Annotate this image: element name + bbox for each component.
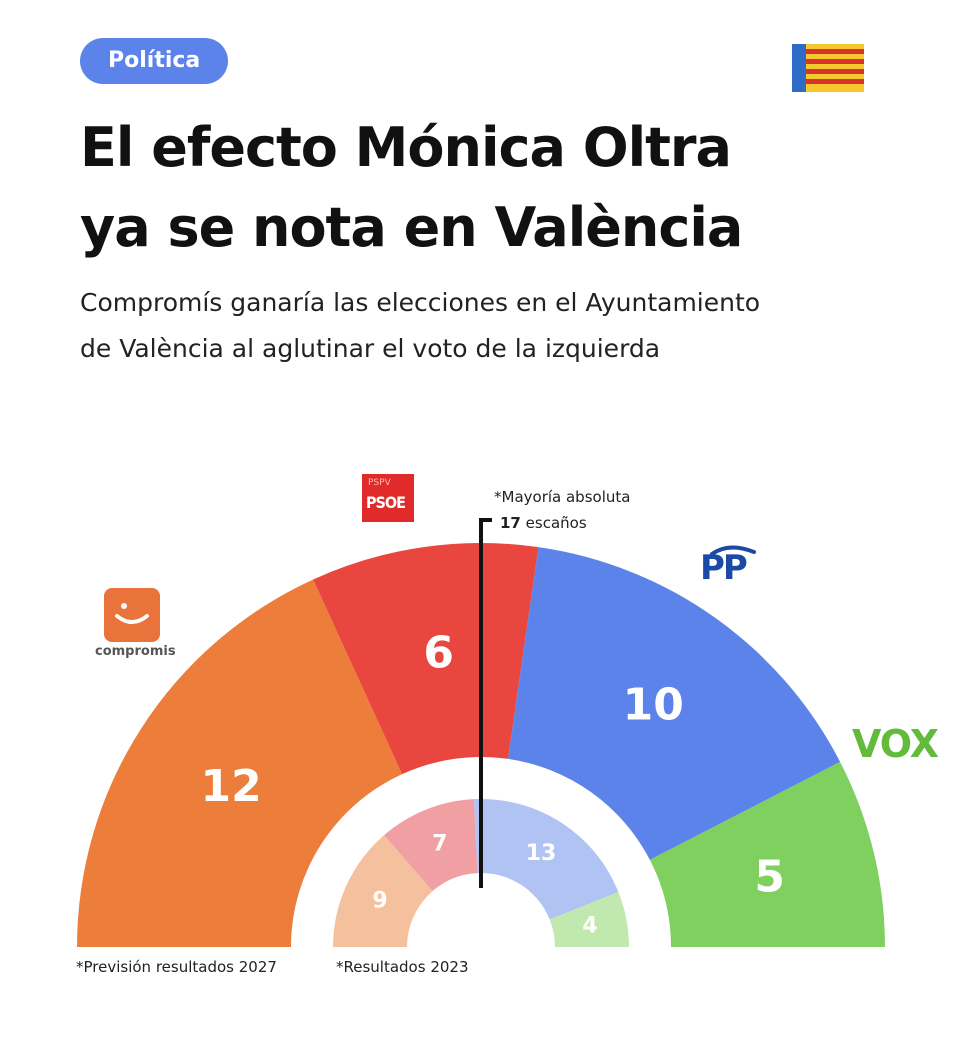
majority-seats: 17 escaños — [500, 514, 587, 532]
outer-value-psoe: 6 — [423, 628, 454, 679]
category-tag[interactable]: Política — [80, 38, 229, 84]
inner-ring-2023 — [333, 799, 629, 947]
majority-label: *Mayoría absoluta — [494, 488, 631, 506]
compromis-logo-text: compromis — [95, 644, 176, 659]
majority-seats-text: escaños — [525, 514, 587, 532]
vox-logo: VOX — [852, 722, 939, 766]
subtitle-line-2: de València al aglutinar el voto de la i… — [80, 334, 661, 363]
inner-slice-vox — [549, 891, 629, 947]
outer-slice-pp — [508, 547, 841, 860]
outer-value-comproms: 12 — [201, 761, 262, 812]
inner-value-vox: 4 — [582, 913, 597, 938]
inner-slice-pp — [473, 799, 619, 920]
inner-value-comproms: 9 — [372, 888, 387, 913]
inner-value-pp: 13 — [526, 841, 557, 866]
note-inner: *Resultados 2023 — [336, 958, 469, 976]
seat-chart: 12 6 10 5 9 7 13 4 — [77, 518, 885, 947]
subtitle-line-1: Compromís ganaría las elecciones en el A… — [80, 288, 761, 317]
inner-slice-comproms — [333, 835, 433, 947]
outer-slice-comproms — [77, 579, 403, 947]
compromis-smile-icon — [115, 603, 149, 624]
compromis-logo — [104, 588, 160, 642]
majority-seats-number: 17 — [500, 514, 521, 532]
inner-slice-psoe — [384, 799, 478, 892]
valencian-flag-icon — [792, 44, 864, 92]
outer-slice-vox — [649, 761, 885, 947]
psoe-logo: PSPV PSOE — [362, 474, 414, 522]
psoe-logo-text: PSOE — [366, 493, 406, 512]
psoe-logo-small-text: PSPV — [368, 478, 391, 488]
note-outer: *Previsión resultados 2027 — [76, 958, 277, 976]
inner-value-psoe: 7 — [432, 831, 447, 856]
page-subtitle: Compromís ganaría las elecciones en el A… — [80, 280, 920, 372]
page-title: El efecto Mónica Oltra ya se nota en Val… — [80, 108, 900, 268]
title-line-2: ya se nota en València — [80, 196, 743, 259]
title-line-1: El efecto Mónica Oltra — [80, 116, 732, 179]
pp-logo-text: PP — [700, 548, 748, 588]
outer-value-vox: 5 — [754, 851, 785, 902]
outer-value-pp: 10 — [623, 680, 684, 731]
pp-arc-icon — [710, 545, 756, 556]
pp-logo: PP — [694, 544, 764, 590]
